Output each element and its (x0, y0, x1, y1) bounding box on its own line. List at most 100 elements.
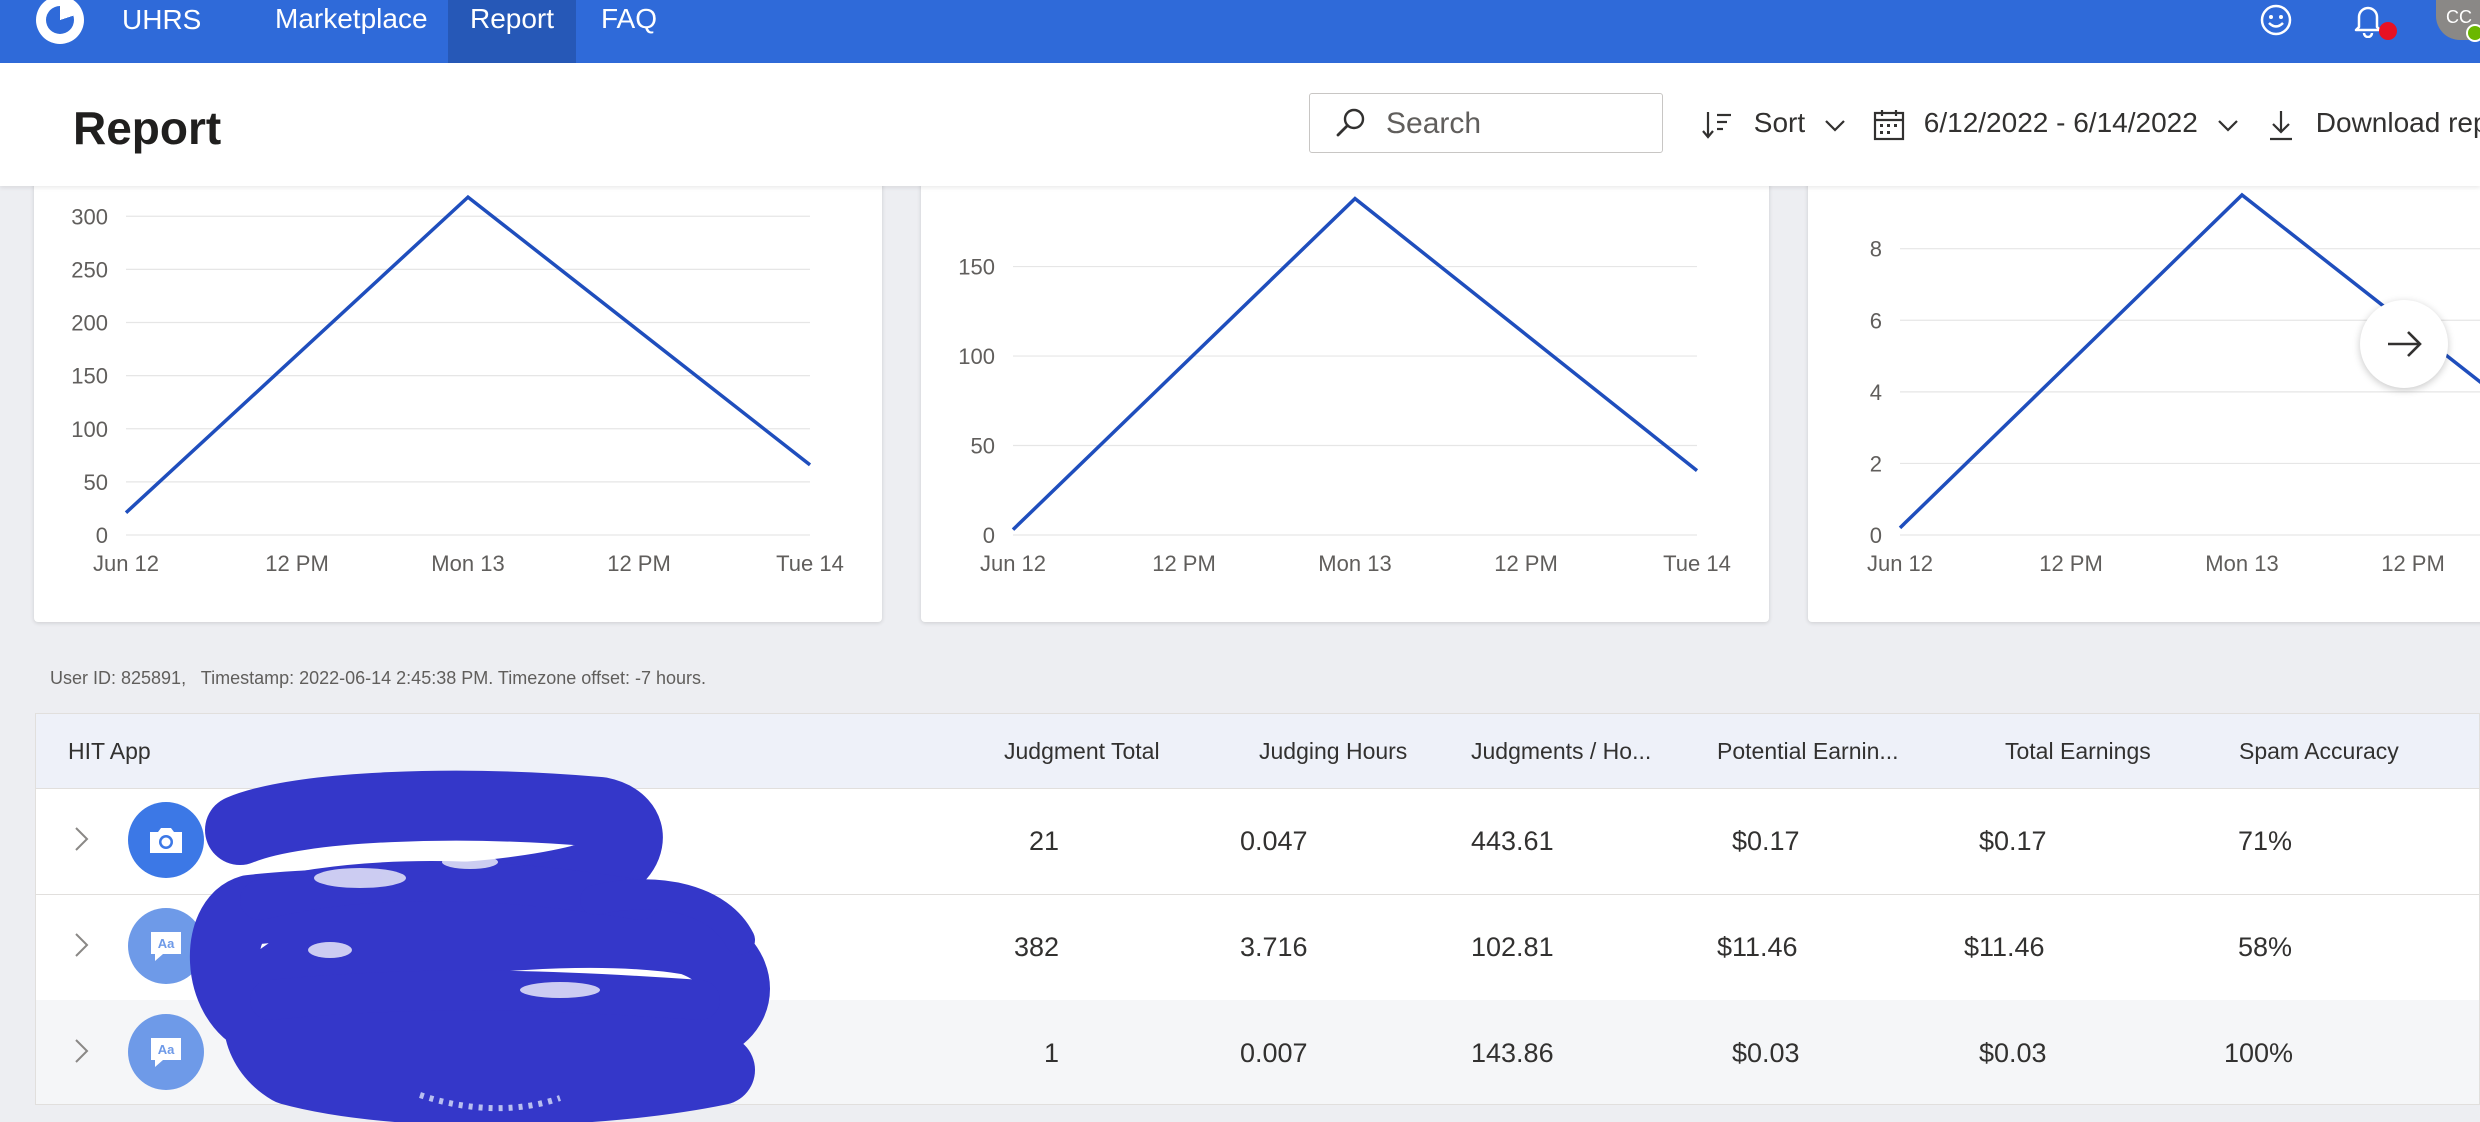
column-header-hit-app[interactable]: HIT App (68, 738, 151, 764)
series-line (1011, 196, 1699, 531)
x-tick-label: Tue 14 (1663, 551, 1731, 576)
table-row[interactable]: Aa 382 3.716 102.81 $11.46 $11.46 58% (36, 894, 2479, 1001)
user-info-line: User ID: 825891, Timestamp: 2022-06-14 2… (50, 668, 707, 688)
column-header-judgment-total[interactable]: Judgment Total (1004, 738, 1160, 764)
download-report-button[interactable]: Download rep (2266, 93, 2480, 153)
page-title: Report (73, 102, 222, 154)
svg-text:Aa: Aa (158, 936, 175, 951)
page-header: Report Sort 6/12/2022 - 6/14/2022 Downlo… (0, 63, 2480, 186)
uhrs-logo-icon[interactable] (36, 0, 84, 44)
series-line (124, 194, 812, 514)
cell-potential-earnings: $0.17 (1732, 826, 1800, 856)
x-tick-label: Mon 13 (431, 551, 504, 576)
line-chart-2: 0 50 100 150 Jun 12 12 PM Mon 13 12 PM Tue 14 (958, 196, 1731, 576)
cell-judgments-per-hour: 143.86 (1471, 1038, 1554, 1068)
chart-card-1: 0 50 100 150 200 250 300 Jun 12 12 PM Mon 13 12 PM… (34, 160, 882, 622)
x-tick-label: Tue 14 (776, 551, 844, 576)
y-tick-label: 300 (71, 204, 108, 229)
chart-card-3: 0 2 4 6 8 Jun 12 12 PM Mon 13 12 PM (1808, 160, 2480, 622)
date-range-label: 6/12/2022 - 6/14/2022 (1923, 107, 2198, 138)
chevron-down-icon (2217, 119, 2238, 132)
nav-faq[interactable]: FAQ (601, 3, 658, 34)
y-tick-label: 4 (1870, 380, 1882, 405)
search-box[interactable] (1309, 93, 1663, 154)
y-tick-label: 6 (1870, 308, 1882, 333)
table-header: HIT App Judgment Total Judging Hours Jud… (36, 714, 2479, 789)
y-tick-label: 2 (1870, 451, 1882, 476)
x-tick-label: Jun 12 (980, 551, 1046, 576)
y-tick-label: 8 (1870, 237, 1882, 262)
download-icon (2270, 110, 2292, 140)
cell-spam-accuracy: 58% (2238, 932, 2293, 962)
hit-app-table: HIT App Judgment Total Judging Hours Jud… (35, 713, 2480, 1105)
x-tick-label: 12 PM (1494, 551, 1558, 576)
y-tick-label: 0 (96, 523, 108, 548)
text-chat-icon: Aa (128, 1014, 204, 1090)
cell-potential-earnings: $0.03 (1732, 1038, 1800, 1068)
notification-badge (2379, 22, 2397, 40)
cell-spam-accuracy: 100% (2224, 1038, 2294, 1068)
cell-potential-earnings: $11.46 (1717, 932, 1798, 962)
x-tick-label: Mon 13 (2205, 551, 2278, 576)
y-tick-label: 50 (971, 434, 995, 459)
cell-judgment-total: 382 (1014, 932, 1060, 962)
arrow-right-icon (2388, 331, 2422, 357)
presence-status-icon (2466, 24, 2480, 42)
line-chart-3: 0 2 4 6 8 Jun 12 12 PM Mon 13 12 PM (1867, 192, 2480, 576)
next-chart-button[interactable] (2360, 300, 2448, 388)
sort-button[interactable]: Sort (1700, 93, 1849, 153)
y-tick-label: 0 (983, 523, 995, 548)
feedback-smiley-icon[interactable] (2258, 2, 2294, 43)
sort-label: Sort (1753, 107, 1806, 138)
date-range-picker[interactable]: 6/12/2022 - 6/14/2022 (1872, 93, 2242, 153)
cell-judgments-per-hour: 443.61 (1471, 826, 1554, 856)
column-header-potential-earnings[interactable]: Potential Earnin... (1717, 738, 1899, 764)
svg-text:Aa: Aa (158, 1042, 175, 1057)
cell-judgment-total: 21 (1029, 826, 1060, 856)
y-tick-label: 100 (71, 417, 108, 442)
x-tick-label: Jun 12 (1867, 551, 1933, 576)
y-tick-label: 200 (71, 311, 108, 336)
column-header-judging-hours[interactable]: Judging Hours (1259, 738, 1408, 764)
cell-judgments-per-hour: 102.81 (1471, 932, 1554, 962)
chevron-right-icon[interactable] (66, 930, 96, 960)
chevron-down-icon (1825, 119, 1845, 132)
table-row[interactable]: 21 0.047 443.61 $0.17 $0.17 71% (36, 788, 2479, 895)
x-tick-label: 12 PM (2381, 551, 2445, 576)
y-tick-label: 50 (84, 470, 108, 495)
column-header-total-earnings[interactable]: Total Earnings (2005, 738, 2151, 764)
y-tick-label: 0 (1870, 523, 1882, 548)
line-chart-1: 0 50 100 150 200 250 300 Jun 12 12 PM Mon 13 12 PM… (71, 194, 844, 576)
search-input[interactable] (1384, 94, 1648, 154)
cell-spam-accuracy: 71% (2238, 826, 2293, 856)
search-icon (1336, 108, 1365, 137)
y-tick-label: 250 (71, 257, 108, 282)
calendar-icon (1873, 109, 1905, 140)
notification-bell-icon[interactable] (2351, 2, 2385, 43)
nav-report[interactable]: Report (448, 0, 576, 63)
column-header-judgments-per-hour[interactable]: Judgments / Ho... (1471, 738, 1652, 764)
cell-total-earnings: $11.46 (1964, 932, 2045, 962)
brand-name[interactable]: UHRS (122, 4, 202, 35)
top-nav-bar: UHRS Marketplace Report FAQ CC (0, 0, 2480, 63)
cell-judging-hours: 3.716 (1240, 932, 1308, 962)
user-avatar[interactable]: CC (2436, 0, 2480, 40)
x-tick-label: 12 PM (2039, 551, 2103, 576)
column-header-spam-accuracy[interactable]: Spam Accuracy (2239, 738, 2399, 764)
cell-judging-hours: 0.007 (1240, 1038, 1308, 1068)
x-tick-label: Jun 12 (93, 551, 159, 576)
table-row[interactable]: Aa 1 0.007 143.86 $0.03 $0.03 100% (36, 1000, 2479, 1104)
x-tick-label: Mon 13 (1318, 551, 1391, 576)
x-tick-label: 12 PM (607, 551, 671, 576)
download-label: Download rep (2315, 107, 2480, 138)
x-tick-label: 12 PM (1152, 551, 1216, 576)
y-tick-label: 150 (958, 255, 995, 280)
y-tick-label: 150 (71, 364, 108, 389)
y-tick-label: 100 (958, 344, 995, 369)
cell-judgment-total: 1 (1044, 1038, 1060, 1068)
nav-marketplace[interactable]: Marketplace (275, 3, 428, 34)
chevron-right-icon[interactable] (66, 1036, 96, 1066)
chart-card-2: 0 50 100 150 Jun 12 12 PM Mon 13 12 PM Tue 14 (921, 160, 1769, 622)
sort-icon (1702, 111, 1731, 139)
chevron-right-icon[interactable] (66, 824, 96, 854)
